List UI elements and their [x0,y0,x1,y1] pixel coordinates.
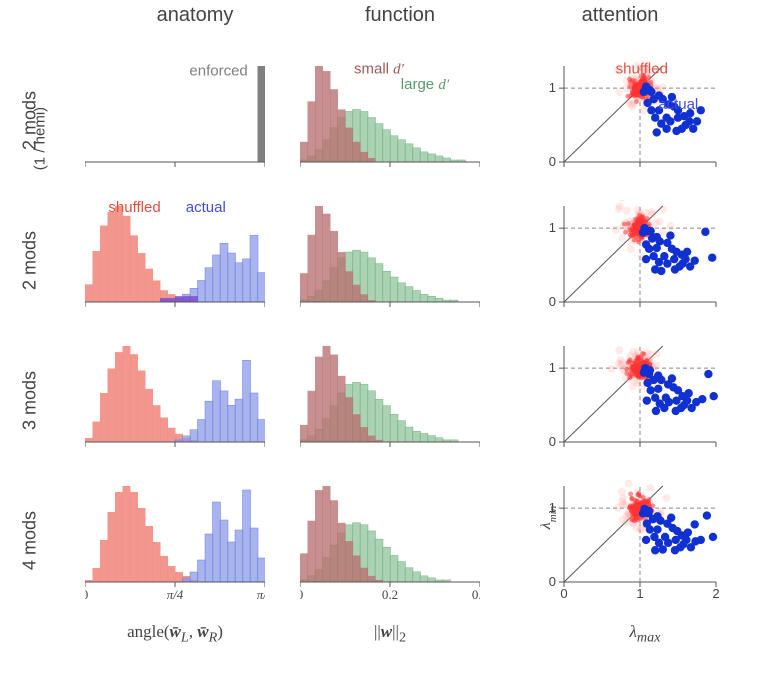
anatomy-hist-r3 [85,340,265,460]
xlabel-function: ||w||2 [290,622,490,646]
anatomy-hist-r4: 0 π/4 π/2 [85,480,265,600]
xlabel-attention: λmax [545,622,745,646]
attention-scatter-r2: 01 [540,200,720,320]
svg-text:0: 0 [549,434,556,449]
function-hist-r4: 0 0.2 0.4 [300,480,480,600]
svg-text:actual: actual [186,200,226,216]
svg-text:0: 0 [85,587,88,600]
svg-text:2: 2 [712,586,719,600]
svg-text:λmin: λmin [540,505,559,530]
svg-text:0.4: 0.4 [472,587,480,600]
attention-scatter-r4: 01201λmin [540,480,720,600]
anatomy-hist-r1: enforced [85,60,265,180]
svg-text:enforced: enforced [189,63,247,80]
svg-text:large d′: large d′ [401,76,450,93]
attention-scatter-r3: 01 [540,340,720,460]
column-header-attention: attention [520,4,720,27]
row-label-r3: 3 mods [20,331,41,471]
svg-text:shuffled: shuffled [108,200,160,216]
row-label-r4: 4 mods [20,471,41,611]
svg-text:0: 0 [300,587,303,600]
svg-text:1: 1 [549,360,556,375]
function-hist-r1: small d′large d′ [300,60,480,180]
svg-text:shuffled: shuffled [616,61,668,78]
attention-scatter-r1: 0 1 shuffled actual [540,60,720,180]
column-header-function: function [300,4,500,27]
svg-text:1: 1 [636,586,643,600]
svg-text:π/4: π/4 [167,587,184,600]
svg-text:0: 0 [549,154,556,169]
svg-text:1: 1 [549,80,556,95]
svg-text:π/2: π/2 [257,587,265,600]
svg-text:0.2: 0.2 [382,587,398,600]
xlabel-anatomy: angle(w̄L, w̄R) [75,622,275,646]
anatomy-hist-r2: shuffled actual [85,200,265,320]
svg-text:0: 0 [560,586,567,600]
function-hist-r3 [300,340,480,460]
svg-text:actual: actual [658,96,698,113]
svg-text:0: 0 [549,294,556,309]
svg-text:small d′: small d′ [354,61,405,78]
row-sublabel-r1: (1 / hemi) [32,79,49,199]
svg-text:0: 0 [549,574,556,589]
row-label-r2: 2 mods [20,191,41,331]
svg-text:1: 1 [549,220,556,235]
column-header-anatomy: anatomy [95,4,295,27]
function-hist-r2 [300,200,480,320]
